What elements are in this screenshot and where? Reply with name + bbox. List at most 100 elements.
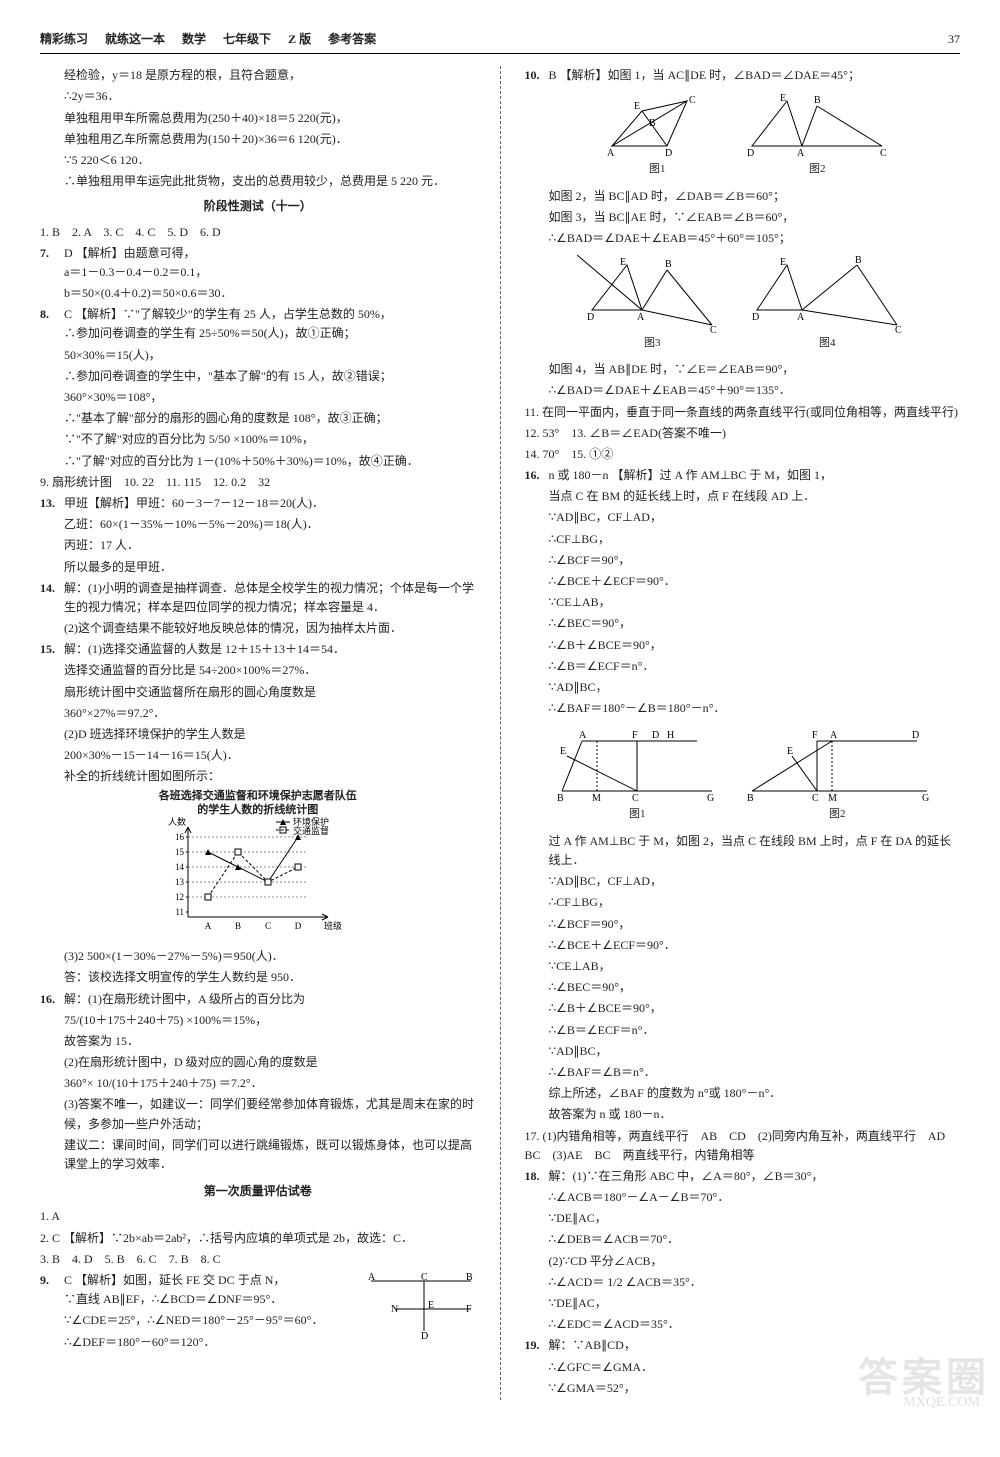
text: (2)D 班选择环境保护的学生人数是 (64, 725, 476, 744)
text: 如图 4，当 AB∥DE 时，∵∠E＝∠EAB＝90°， (549, 360, 961, 379)
qnum: 19. (525, 1336, 549, 1400)
svg-text:B: B (855, 255, 862, 266)
hdr: 数学 (182, 32, 206, 46)
text: 360°× 10/(10＋175＋240＋75) ＝7.2°． (64, 1074, 476, 1093)
svg-text:B: B (466, 1272, 473, 1283)
svg-text:F: F (812, 730, 818, 741)
qnum: 16. (40, 990, 64, 1177)
text: 扇形统计图中交通监督所在扇形的圆心角度数是 (64, 683, 476, 702)
text: 2. C 【解析】∵2b×ab＝2ab²，∴括号内应填的单项式是 2b，故选：C… (40, 1229, 476, 1248)
svg-text:E: E (787, 746, 793, 757)
text: 选择交通监督的百分比是 54÷200×100%＝27%． (64, 661, 476, 680)
ans: D (64, 246, 73, 260)
watermark-sub: MXQE.COM (903, 1392, 980, 1414)
text: 1. A (40, 1207, 476, 1226)
svg-text:C: C (710, 325, 717, 335)
geom-fig1: A D EB C (592, 91, 722, 161)
svg-text:M: M (592, 793, 601, 804)
text: ∵CE⊥AB， (549, 957, 961, 976)
geom-fig16-1: E AF DH BM CG (552, 726, 722, 806)
svg-text:D: D (752, 312, 759, 323)
text: 如图 3，当 BC∥AE 时，∵∠EAB＝∠B＝60°， (549, 208, 961, 227)
section-title: 第一次质量评估试卷 (40, 1182, 476, 1201)
text: 解：(1)∵在三角形 ABC 中，∠A＝80°，∠B＝30°， (549, 1167, 961, 1186)
svg-text:B: B (649, 118, 656, 129)
page-number: 37 (948, 30, 960, 49)
figure-row: DA EBC 图3 DA EBC 图4 (525, 255, 961, 353)
text: 经检验，y＝18 是原方程的根，且符合题意， (64, 66, 476, 85)
svg-text:A: A (637, 312, 645, 323)
text: 所以最多的是甲班． (64, 558, 476, 577)
text: ∴∠BEC＝90°， (549, 978, 961, 997)
svg-text:G: G (922, 793, 929, 804)
fig-label: 图1 (592, 161, 722, 179)
svg-text:A: A (797, 312, 805, 323)
right-column: 10. B 【解析】如图 1，当 AC∥DE 时，∠BAD＝∠DAE＝45°； … (525, 66, 961, 1400)
text: b＝50×(0.4＋0.2)＝50×0.6＝30． (64, 284, 476, 303)
text: ∴∠B＋∠BCE＝90°， (549, 636, 961, 655)
text: n 或 180－n 【解析】过 A 作 AM⊥BC 于 M，如图 1， (549, 466, 961, 485)
text: 17. (1)内错角相等，两直线平行 AB CD (2)同旁内角互补，两直线平行… (525, 1127, 961, 1165)
svg-text:12: 12 (175, 892, 184, 902)
svg-text:C: C (880, 148, 887, 159)
text: (2)这个调查结果不能较好地反映总体的情况，因为抽样太片面． (64, 619, 476, 638)
svg-text:D: D (421, 1331, 428, 1341)
text: 丙班：17 人． (64, 536, 476, 555)
fig-label: 图1 (552, 806, 722, 824)
text: ∴2y＝36． (64, 87, 476, 106)
svg-text:A: A (368, 1272, 376, 1283)
text: 3. B 4. D 5. B 6. C 7. B 8. C (40, 1250, 476, 1269)
svg-text:D: D (747, 148, 754, 159)
svg-text:C: C (812, 793, 819, 804)
text: 建议二：课间时间，同学们可以进行跳绳锻炼，既可以锻炼身体，也可以提高课堂上的学习… (64, 1136, 476, 1174)
text: (3)2 500×(1－30%－27%－5%)＝950(人)． (64, 947, 476, 966)
text: ∴∠EDC＝∠ACD＝35°． (549, 1315, 961, 1334)
qnum: 7. (40, 244, 64, 306)
text: ∴∠BCF＝90°， (549, 551, 961, 570)
text: ∵DE∥AC， (549, 1294, 961, 1313)
geom-fig3: DA EBC (577, 255, 727, 335)
svg-text:E: E (780, 257, 786, 268)
text: ∴"基本了解"部分的扇形的圆心角的度数是 108°，故③正确； (64, 409, 476, 428)
svg-text:A: A (579, 730, 587, 741)
svg-text:B: B (747, 793, 754, 804)
svg-text:C: C (632, 793, 639, 804)
text: (2)∵CD 平分∠ACB， (549, 1252, 961, 1271)
text: 【解析】∵"了解较少"的学生有 25 人，占学生总数的 50%， (75, 307, 392, 321)
fig-label: 图4 (747, 335, 907, 353)
svg-text:F: F (632, 730, 638, 741)
svg-text:E: E (780, 93, 786, 104)
svg-text:D: D (665, 148, 672, 159)
geom-fig-b9: ACB D NEF (366, 1271, 476, 1341)
text: ∴∠DEB＝∠ACB＝70°． (549, 1230, 961, 1249)
qnum: 13. (40, 494, 64, 579)
text: 200×30%－15－14－16＝15(人)． (64, 746, 476, 765)
section-title: 阶段性测试（十一） (40, 197, 476, 216)
answers-row: 1. B 2. A 3. C 4. C 5. D 6. D (40, 223, 476, 242)
svg-text:A: A (607, 148, 615, 159)
chart-title: 各班选择交通监督和环境保护志愿者队伍 (40, 789, 476, 803)
text: 【解析】如图，延长 FE 交 DC 于点 N， (75, 1273, 285, 1287)
hdr: 参考答案 (328, 32, 376, 46)
ans: C (64, 307, 72, 321)
svg-text:E: E (428, 1300, 434, 1311)
svg-text:E: E (560, 746, 566, 757)
text: 单独租用甲车所需总费用为(250＋40)×18＝5 220(元)， (64, 109, 476, 128)
fig-label: 图2 (742, 161, 892, 179)
svg-text:B: B (814, 95, 821, 106)
text: 如图 2，当 BC∥AD 时，∠DAB＝∠B＝60°； (549, 187, 961, 206)
text: ∴∠ACD＝ 1/2 ∠ACB＝35°． (549, 1273, 961, 1292)
text: 50×30%＝15(人)， (64, 346, 476, 365)
text: ∴参加问卷调查的学生中，"基本了解"的有 15 人，故②错误； (64, 367, 476, 386)
text: 过 A 作 AM⊥BC 于 M，如图 2，当点 C 在线段 BM 上时，点 F … (549, 832, 961, 870)
column-divider (500, 66, 501, 1400)
text: ∴CF⊥BG， (549, 530, 961, 549)
line-chart: 11 12 13 14 15 16 (40, 817, 476, 947)
fig-label: 图2 (742, 806, 932, 824)
svg-text:C: C (689, 95, 696, 106)
page-header: 精彩练习 就练这一本 数学 七年级下 Z 版 参考答案 37 (40, 30, 960, 54)
svg-text:E: E (634, 101, 640, 112)
fig-label: 图3 (577, 335, 727, 353)
svg-text:人数: 人数 (168, 817, 186, 827)
text: 故答案为 n 或 180－n． (549, 1105, 961, 1124)
